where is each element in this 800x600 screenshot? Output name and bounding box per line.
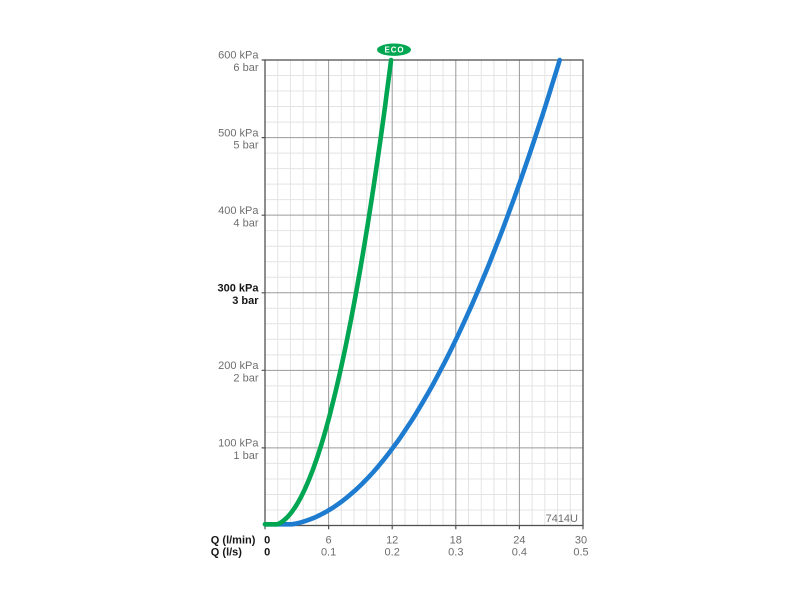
svg-text:100 kPa: 100 kPa <box>218 438 259 450</box>
svg-text:Q (l/min): Q (l/min) <box>211 534 256 546</box>
svg-text:3 bar: 3 bar <box>232 295 259 307</box>
svg-text:12: 12 <box>386 534 398 546</box>
svg-text:30: 30 <box>575 534 587 546</box>
svg-text:1 bar: 1 bar <box>233 450 258 462</box>
svg-text:300 kPa: 300 kPa <box>218 283 260 295</box>
svg-text:4 bar: 4 bar <box>233 217 258 229</box>
svg-text:500 kPa: 500 kPa <box>218 127 259 139</box>
svg-text:6 bar: 6 bar <box>233 62 258 74</box>
svg-text:7414U: 7414U <box>546 513 578 525</box>
svg-text:6: 6 <box>326 534 332 546</box>
svg-text:400 kPa: 400 kPa <box>218 205 259 217</box>
svg-text:0: 0 <box>264 547 270 559</box>
svg-text:0.4: 0.4 <box>512 547 527 559</box>
svg-text:24: 24 <box>513 534 525 546</box>
svg-text:0: 0 <box>264 534 270 546</box>
svg-text:200 kPa: 200 kPa <box>218 360 259 372</box>
svg-text:Q (l/s): Q (l/s) <box>211 547 243 559</box>
svg-text:0.3: 0.3 <box>448 547 463 559</box>
svg-text:0.2: 0.2 <box>385 547 400 559</box>
svg-text:0.5: 0.5 <box>573 547 588 559</box>
svg-text:18: 18 <box>450 534 462 546</box>
svg-text:5 bar: 5 bar <box>233 140 258 152</box>
svg-text:600 kPa: 600 kPa <box>218 50 259 62</box>
svg-text:0.1: 0.1 <box>321 547 336 559</box>
svg-text:2 bar: 2 bar <box>233 372 258 384</box>
svg-text:ECO: ECO <box>384 45 404 54</box>
